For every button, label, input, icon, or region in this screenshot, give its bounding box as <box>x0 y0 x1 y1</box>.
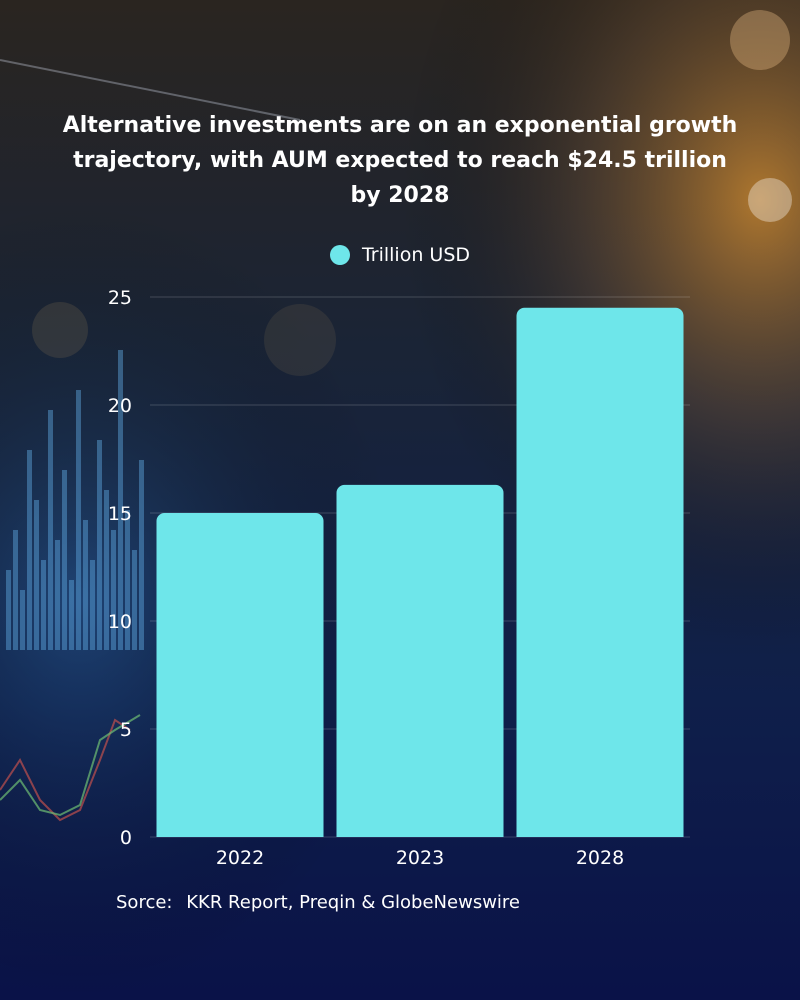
x-tick-label: 2023 <box>396 847 444 869</box>
bar-base-2023 <box>336 827 504 837</box>
chart-title: Alternative investments are on an expone… <box>62 113 738 208</box>
legend-label: Trillion USD <box>361 244 471 266</box>
y-tick-label: 20 <box>108 395 132 417</box>
legend-swatch <box>329 245 350 265</box>
y-tick-label: 0 <box>120 827 132 849</box>
bar-base-2022 <box>156 827 324 837</box>
y-tick-label: 10 <box>108 611 132 633</box>
bar-base-2028 <box>516 827 684 837</box>
y-tick-label: 5 <box>120 719 132 741</box>
y-tick-label: 25 <box>108 287 132 309</box>
x-tick-label: 2022 <box>216 847 264 869</box>
source-text: KKR Report, Preqin & GlobeNewswire <box>186 892 521 913</box>
y-tick-label: 15 <box>108 503 132 525</box>
bar-2022 <box>156 513 324 837</box>
source-note: Sorce: KKR Report, Preqin & GlobeNewswir… <box>116 892 520 913</box>
chart-legend: Trillion USD <box>0 244 800 266</box>
x-tick-label: 2028 <box>576 847 624 869</box>
bar-2028 <box>516 307 684 837</box>
source-label: Sorce: <box>116 892 173 913</box>
bar-2023 <box>336 484 504 837</box>
